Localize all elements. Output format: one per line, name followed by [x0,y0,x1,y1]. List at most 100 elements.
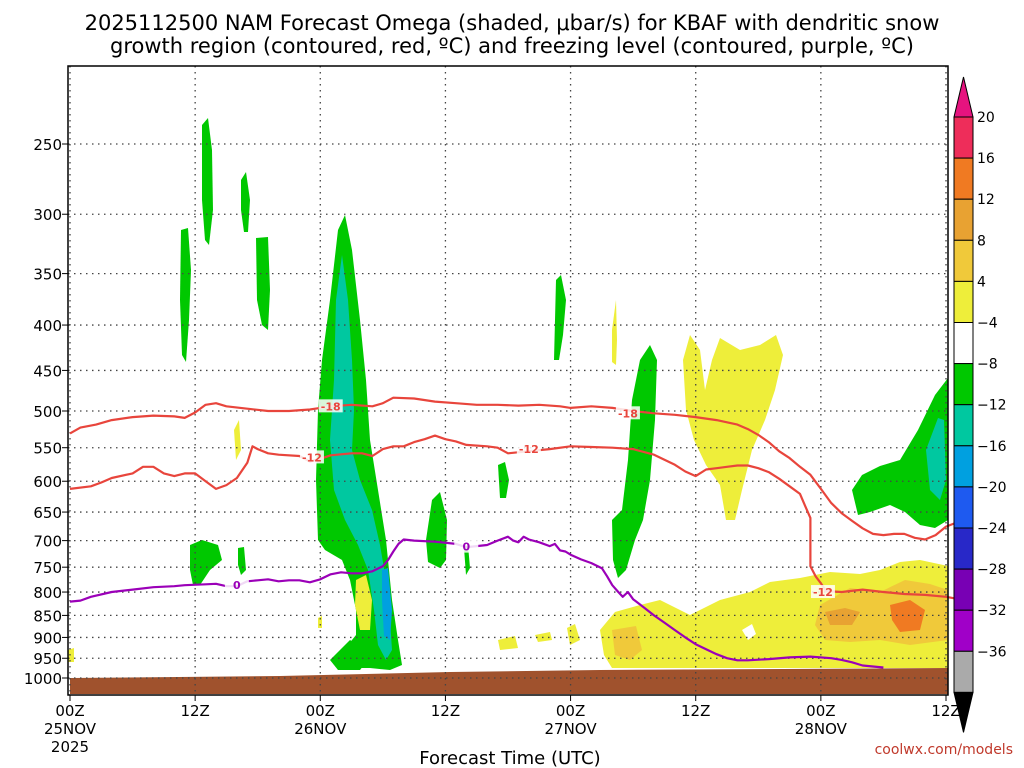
colorbar-swatch [953,280,974,323]
chart-title: 2025112500 NAM Forecast Omega (shaded, μ… [85,11,940,58]
x-tick-label: 28NOV [795,720,848,738]
x-tick-label: 25NOV [44,720,97,738]
x-tick-label: 00Z [55,702,84,720]
credit-text: coolwx.com/models [875,742,1013,758]
contour-label: -12 [813,586,833,599]
colorbar-label: −4 [977,316,998,332]
contour--18 [69,396,957,541]
colorbar-label: 12 [977,192,995,208]
x-tick-label: 26NOV [294,720,347,738]
omega-cell [567,624,580,645]
y-tick-label: 350 [33,266,62,284]
y-tick-label: 450 [33,362,62,380]
colorbar-swatch [953,527,974,570]
omega-shading [68,118,948,670]
omega-cell [426,492,447,568]
omega-cell [180,228,191,362]
omega-cell [330,640,368,670]
y-tick-label: 400 [33,317,62,335]
x-tick-label: 12Z [180,702,209,720]
colorbar: 20 16 12 8 4 −4 −8 −12 −16 −20 −24 −28 −32 −36 [953,76,1007,733]
y-tick-label: 1000 [24,670,62,688]
contour-label: -18 [321,400,341,413]
colorbar-swatch [953,568,974,611]
contour-labels: -18 -18 -12 -12 -12 0 0 [224,399,835,599]
y-tick-label: 900 [33,629,62,647]
y-axis: 250 300 350 400 450 500 550 600 650 700 750 800 850 9… [24,136,68,688]
colorbar-label: −12 [977,398,1007,414]
y-tick-label: 700 [33,533,62,551]
colorbar-label: −20 [977,480,1007,496]
omega-cell [202,118,213,245]
x-axis-label: Forecast Time (UTC) [419,748,600,768]
contour-label: -12 [519,443,539,456]
contour-label: -12 [302,451,322,464]
colorbar-swatch [953,445,974,488]
title-line-1: 2025112500 NAM Forecast Omega (shaded, μ… [85,11,940,35]
colorbar-swatch [953,363,974,406]
y-tick-label: 950 [33,650,62,668]
omega-cell [241,172,250,232]
omega-cell [382,568,392,640]
colorbar-swatch [953,157,974,200]
omega-cell [683,335,783,520]
y-tick-label: 750 [33,559,62,577]
y-tick-label: 800 [33,584,62,602]
colorbar-label: 20 [977,110,995,126]
x-tick-label: 12Z [681,702,710,720]
contour-label-bg [318,399,343,413]
colorbar-swatch [953,609,974,652]
omega-cell [318,616,322,628]
contour-0 [69,535,884,669]
colorbar-label: −32 [977,603,1007,619]
omega-cell [926,418,946,500]
ground-band [70,668,948,694]
omega-cell [68,648,74,662]
colorbar-swatch [953,404,974,447]
gridlines [68,66,948,695]
omega-cell [330,255,392,660]
contour-label: 0 [233,579,241,592]
y-tick-label: 500 [33,403,62,421]
x-tick-label: 12Z [931,702,960,720]
omega-cell [256,237,270,330]
colorbar-label: −28 [977,562,1007,578]
omega-cell [238,547,246,575]
contour--12 [69,434,957,600]
contour-label-bg [224,578,249,592]
omega-cell [890,600,925,632]
colorbar-swatch [953,486,974,529]
x-tick-label: 27NOV [545,720,598,738]
title-line-2: growth region (contoured, red, ºC) and f… [110,34,914,58]
x-tick-label: 00Z [556,702,585,720]
x-tick-label: 00Z [806,702,835,720]
omega-cell [742,624,756,640]
omega-cell [612,626,642,660]
colorbar-label: −8 [977,357,998,373]
omega-cell [612,345,657,578]
omega-cell [190,540,222,585]
temperature-contours [69,396,957,669]
y-tick-label: 250 [33,136,62,154]
plot-area: -18 -18 -12 -12 -12 0 0 [67,65,957,696]
colorbar-label: −24 [977,521,1007,537]
y-tick-label: 650 [33,504,62,522]
colorbar-swatch [953,198,974,241]
x-tick-label: 12Z [431,702,460,720]
y-tick-label: 300 [33,206,62,224]
contour-label: -18 [618,407,638,420]
colorbar-swatch [953,116,974,159]
omega-cell [825,608,860,625]
omega-cell [852,378,948,528]
colorbar-label: −16 [977,439,1007,455]
colorbar-label: 8 [977,233,986,249]
contour-label: 0 [462,541,470,554]
colorbar-swatch [953,650,974,693]
colorbar-label: 4 [977,274,986,290]
colorbar-swatch [953,322,974,365]
omega-cell [355,575,372,630]
contour-label-bg [615,406,640,420]
colorbar-label: 16 [977,151,995,167]
